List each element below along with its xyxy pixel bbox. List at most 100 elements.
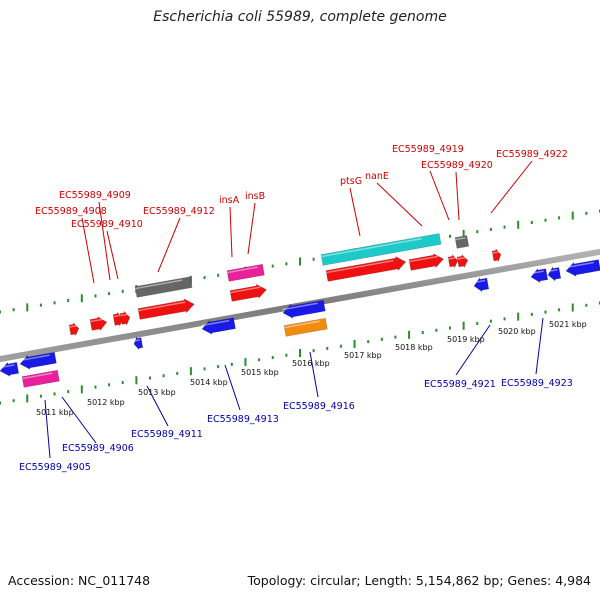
gene-arrow: [134, 276, 193, 298]
gene-arrow: [89, 316, 108, 332]
scale-label: 5015 kbp: [241, 368, 279, 377]
top-gene-label: EC55989_4922: [496, 149, 568, 160]
gene-arrow: [565, 259, 600, 277]
gene-highlight: [326, 259, 394, 274]
gene-arrow: [283, 317, 328, 337]
gene-arrow: [137, 298, 195, 320]
genome-summary-text: Topology: circular; Length: 5,154,862 bp…: [247, 573, 591, 588]
scale-label: 5021 kbp: [549, 320, 587, 329]
gene-highlight: [492, 251, 500, 254]
top-gene-label: EC55989_4910: [71, 219, 143, 230]
bottom-gene-label: EC55989_4921: [424, 379, 496, 390]
top-label-leader: [98, 201, 111, 281]
gene-highlight: [120, 313, 129, 317]
scale-label: 5017 kbp: [344, 351, 382, 360]
top-gene-label: nanE: [365, 171, 389, 182]
gene-highlight: [19, 354, 50, 362]
gene-arrow: [226, 263, 265, 282]
gene-highlight: [201, 319, 230, 327]
top-gene-label: insA: [219, 195, 240, 206]
bottom-gene-label: EC55989_4906: [62, 443, 134, 454]
gene-arrow: [320, 233, 442, 266]
gene-arrow: [133, 335, 144, 351]
gene-arrow: [0, 361, 20, 377]
top-gene-label: EC55989_4912: [143, 206, 215, 217]
label-leader-lines: [44, 160, 544, 459]
top-gene-label: EC55989_4919: [392, 144, 464, 155]
gene-highlight: [90, 318, 104, 323]
scale-label: 5013 kbp: [138, 388, 176, 397]
bottom-gene-label: EC55989_4905: [19, 462, 91, 473]
scale-label: 5020 kbp: [498, 327, 536, 336]
gene-arrow: [19, 351, 57, 370]
gene-highlight: [547, 269, 558, 273]
top-gene-label: EC55989_4908: [35, 206, 107, 217]
gene-highlight: [284, 320, 320, 329]
gene-arrow: [408, 253, 444, 271]
gene-highlight: [409, 255, 438, 263]
gene-highlight: [457, 256, 466, 260]
map-title: Escherichia coli 55989, complete genome: [153, 9, 447, 25]
top-label-leader: [106, 230, 119, 280]
gene-highlight: [227, 266, 258, 274]
bottom-gene-label: EC55989_4916: [283, 401, 355, 412]
gene-highlight: [69, 324, 78, 328]
scale-label: 5018 kbp: [395, 343, 433, 352]
bottom-label-leader: [455, 324, 491, 376]
gene-highlight: [321, 237, 422, 258]
gene-highlight: [455, 237, 466, 241]
gene-highlight: [113, 314, 122, 318]
gene-arrow: [21, 369, 60, 388]
gene-features: [0, 233, 600, 388]
top-label-leader: [157, 217, 181, 273]
gene-arrow: [454, 235, 470, 249]
top-gene-label: EC55989_4920: [421, 160, 493, 171]
top-label-leader: [81, 217, 95, 284]
gene-arrow: [473, 277, 490, 293]
bottom-label-leader: [224, 364, 241, 411]
bottom-gene-label: EC55989_4911: [131, 429, 203, 440]
bottom-gene-label: EC55989_4923: [501, 378, 573, 389]
gene-arrow: [530, 267, 549, 284]
top-gene-label: ptsG: [340, 176, 362, 187]
top-label-leader: [429, 170, 450, 221]
top-label-leader: [229, 206, 233, 258]
gene-highlight: [133, 339, 141, 342]
top-label-leader: [349, 187, 361, 237]
gene-arrow: [325, 256, 407, 282]
gene-highlight: [230, 286, 261, 294]
bottom-label-leader: [44, 399, 51, 459]
gene-highlight: [282, 302, 318, 311]
bottom-gene-label: EC55989_4913: [207, 414, 279, 425]
top-label-leader: [376, 182, 423, 227]
gene-arrow: [491, 247, 502, 263]
gene-arrow: [68, 321, 80, 337]
gene-highlight: [448, 256, 457, 260]
bottom-label-leader: [61, 396, 97, 444]
bottom-label-leader: [535, 317, 544, 375]
gene-arrow: [119, 310, 131, 327]
top-label-leader: [455, 171, 460, 221]
gene-arrow: [282, 299, 326, 319]
scale-label: 5019 kbp: [447, 335, 485, 344]
gene-labels: 5011 kbp 5012 kbp 5013 kbp 5014 kbp 5015 kbp…: [19, 144, 587, 473]
gene-arrow: [201, 317, 236, 335]
top-label-leader: [247, 202, 256, 255]
gene-highlight: [565, 261, 594, 269]
gene-highlight: [473, 279, 486, 284]
gene-highlight: [22, 372, 53, 380]
scale-label: 5011 kbp: [36, 408, 74, 417]
bottom-label-leader: [146, 385, 169, 427]
gene-arrow: [547, 266, 562, 282]
bottom-label-leader: [309, 351, 319, 398]
gene-arrow: [447, 253, 459, 269]
gene-highlight: [0, 364, 15, 369]
scale-label: 5012 kbp: [87, 398, 125, 407]
top-label-leader: [490, 160, 533, 214]
top-gene-label: insB: [245, 191, 265, 202]
gene-arrow: [112, 311, 124, 328]
gene-arrow: [456, 253, 469, 269]
scale-label: 5016 kbp: [292, 359, 330, 368]
gene-highlight: [135, 279, 183, 290]
